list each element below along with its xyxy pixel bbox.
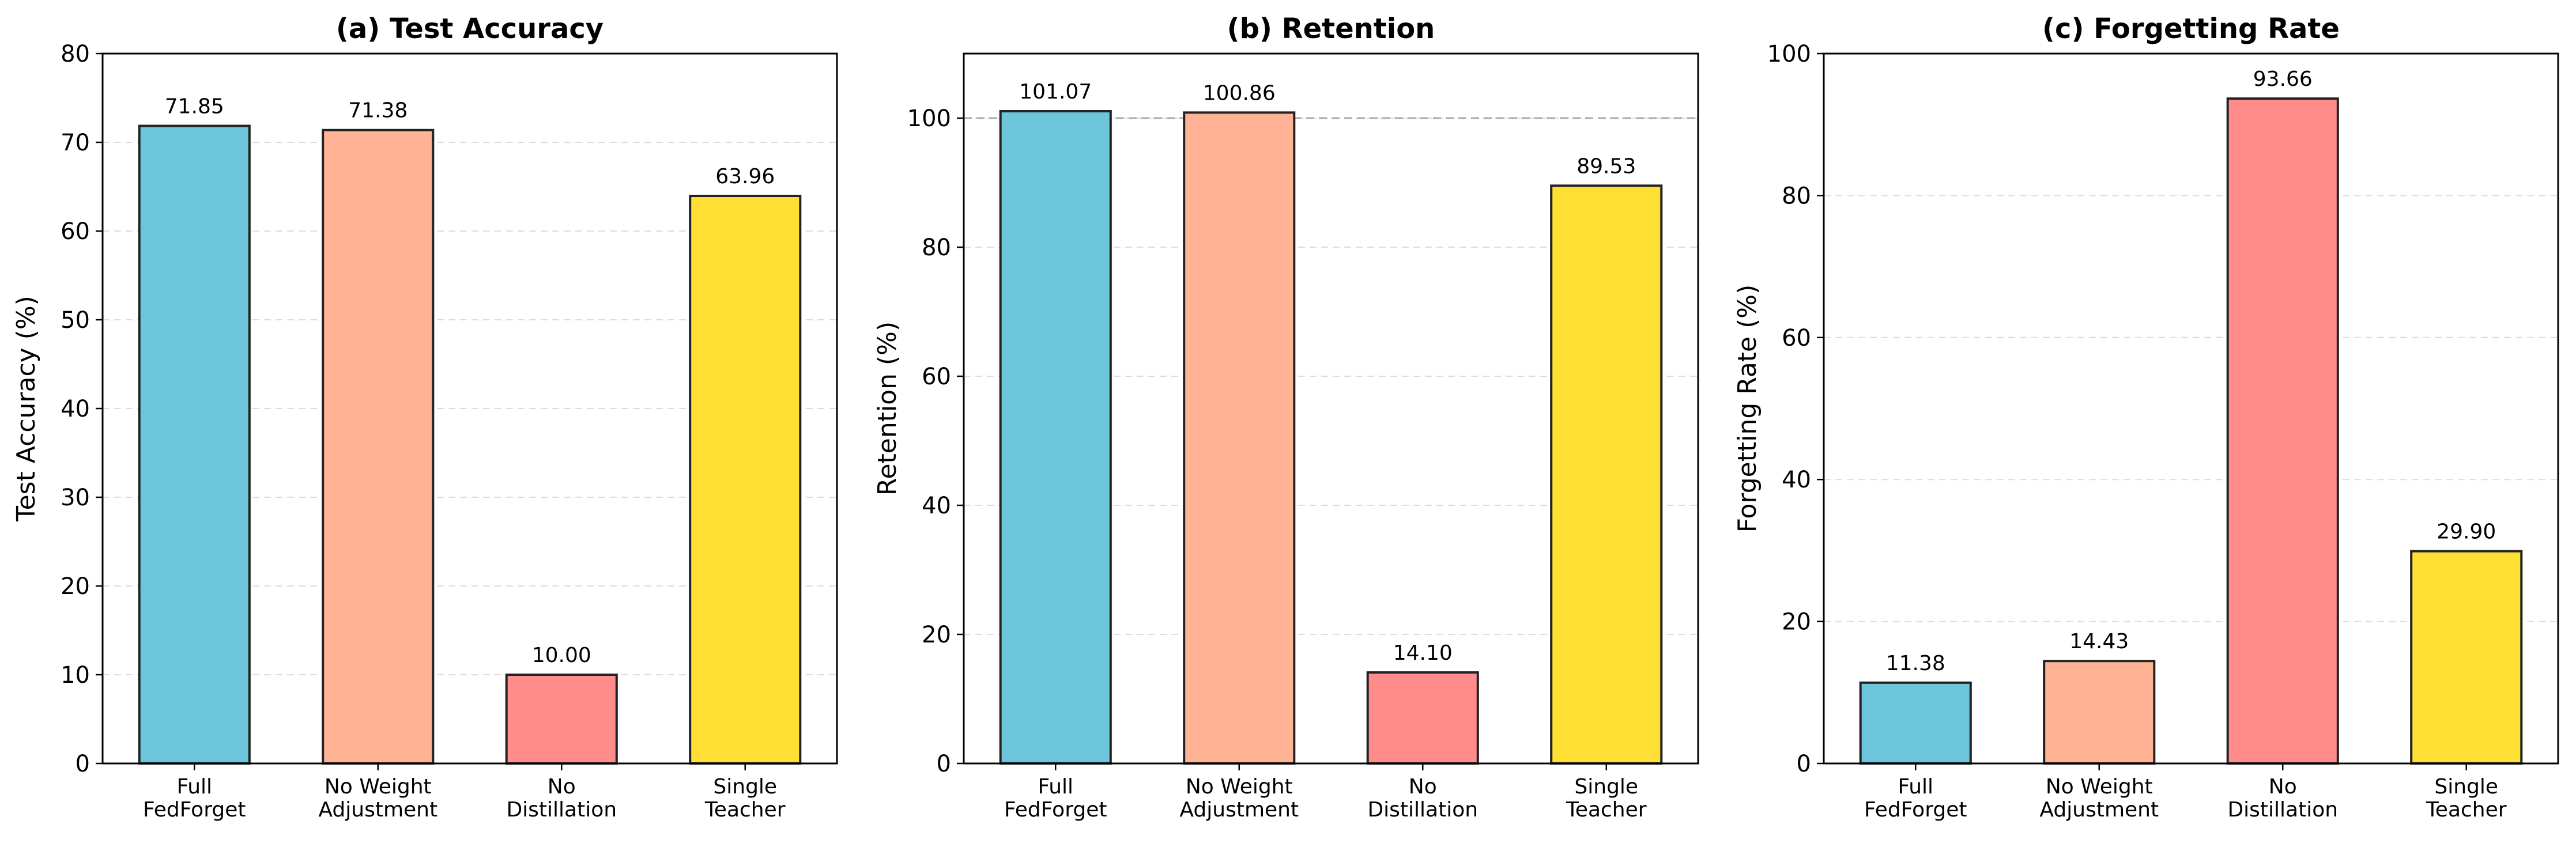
plot-frame [101,52,838,765]
data-label: 10.00 [532,644,591,667]
x-tick-label: No [1409,775,1437,799]
x-tick-label: Full [1898,775,1933,799]
bar [322,128,435,765]
y-tick-label: 70 [61,130,90,156]
x-tick-label: Single [2434,775,2498,799]
x-tick-label: Adjustment [318,798,437,822]
data-label: 100.86 [1203,81,1276,105]
y-tick-label: 20 [1782,609,1811,636]
x-tick-label: Single [1574,775,1638,799]
x-tick-label: Adjustment [2039,798,2159,822]
bar [2410,550,2523,765]
data-label: 14.10 [1393,641,1453,665]
y-tick-label: 20 [61,573,90,600]
chart-title: (b) Retention [1227,13,1435,45]
x-tick-label: No [548,775,576,799]
plot-frame [963,52,1699,765]
y-tick-label: 10 [61,662,90,689]
y-tick-label: 30 [61,485,90,511]
bar [689,195,802,765]
y-tick-label: 60 [1782,325,1811,351]
bar [2043,660,2156,765]
y-tick-label: 40 [61,396,90,422]
x-tick-label: Single [713,775,777,799]
chart-title: (a) Test Accuracy [336,13,604,45]
data-label: 89.53 [1576,154,1636,178]
bar [2226,97,2339,765]
x-tick-label: FedForget [143,798,246,822]
y-tick-label: 80 [61,41,90,67]
bar [1366,671,1479,765]
x-tick-label: Distillation [506,798,617,822]
data-label: 11.38 [1886,652,1945,675]
data-label: 71.85 [165,95,224,119]
bar [1183,111,1296,765]
bar [999,110,1112,765]
plot-frame [1823,52,2559,765]
x-tick-label: Teacher [704,798,786,822]
y-tick-label: 100 [1767,41,1811,67]
bar [1859,681,1972,765]
x-tick-label: FedForget [1004,798,1107,822]
x-tick-label: No [2269,775,2297,799]
y-tick-label: 0 [937,751,951,777]
y-tick-label: 80 [922,235,951,261]
bar [505,674,618,765]
data-label: 63.96 [715,165,775,188]
x-tick-label: Teacher [1566,798,1647,822]
data-label: 71.38 [348,99,408,123]
data-label: 14.43 [2069,630,2129,653]
y-tick-label: 60 [922,364,951,390]
data-label: 29.90 [2437,520,2496,544]
y-tick-label: 60 [61,218,90,245]
data-label: 93.66 [2253,67,2313,91]
y-tick-label: 40 [1782,467,1811,493]
y-tick-label: 80 [1782,183,1811,209]
y-tick-label: 40 [922,493,951,519]
x-tick-label: Distillation [2227,798,2338,822]
y-axis-label: Forgetting Rate (%) [1733,285,1762,533]
x-tick-label: Full [1038,775,1073,799]
x-tick-label: Full [176,775,212,799]
bar [138,124,251,765]
x-tick-label: No Weight [2046,775,2153,799]
y-tick-label: 0 [76,751,90,777]
x-tick-label: FedForget [1864,798,1967,822]
x-tick-label: No Weight [325,775,432,799]
y-axis-label: Test Accuracy (%) [12,296,41,522]
y-tick-label: 20 [922,622,951,648]
data-label: 101.07 [1019,80,1092,104]
y-axis-label: Retention (%) [873,322,902,496]
bar [1550,184,1663,765]
x-tick-label: No Weight [1186,775,1293,799]
x-tick-label: Teacher [2426,798,2507,822]
y-tick-label: 0 [1797,751,1811,777]
y-tick-label: 100 [907,105,951,132]
chart-title: (c) Forgetting Rate [2042,13,2340,45]
x-tick-label: Distillation [1367,798,1478,822]
y-tick-label: 50 [61,307,90,334]
x-tick-label: Adjustment [1179,798,1299,822]
